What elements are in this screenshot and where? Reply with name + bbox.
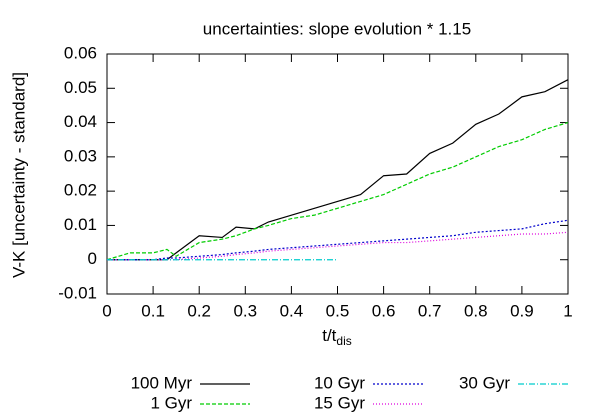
x-tick-label: 0.2 xyxy=(187,301,211,320)
y-tick-label: 0.06 xyxy=(64,43,97,62)
x-tick-label: 1 xyxy=(563,301,572,320)
legend-label: 100 Myr xyxy=(131,373,193,392)
x-tick-label: 0 xyxy=(102,301,111,320)
x-tick-label: 0.8 xyxy=(464,301,488,320)
x-tick-label: 0.9 xyxy=(510,301,534,320)
y-tick-label: 0.05 xyxy=(64,78,97,97)
series-line xyxy=(107,219,569,261)
y-tick-label: 0.02 xyxy=(64,181,97,200)
y-tick-label: 0 xyxy=(88,249,97,268)
x-tick-label: 0.4 xyxy=(280,301,304,320)
series-line xyxy=(107,79,569,261)
legend-label: 15 Gyr xyxy=(314,393,365,412)
legend-label: 30 Gyr xyxy=(459,373,510,392)
x-axis-label-sub: dis xyxy=(336,334,351,348)
legend-label: 1 Gyr xyxy=(150,393,192,412)
y-axis-label: V-K [uncertainty - standard] xyxy=(9,72,28,278)
y-tick-label: 0.04 xyxy=(64,112,97,131)
series-line xyxy=(106,121,569,261)
x-tick-label: 0.1 xyxy=(141,301,165,320)
legend-label: 10 Gyr xyxy=(314,373,365,392)
chart-title: uncertainties: slope evolution * 1.15 xyxy=(203,19,471,38)
x-axis-label-main: t/t xyxy=(322,326,336,345)
y-tick-label: 0.03 xyxy=(64,146,97,165)
x-tick-label: 0.7 xyxy=(418,301,442,320)
x-axis-label: t/tdis xyxy=(322,326,352,348)
y-tick-label: 0.01 xyxy=(64,215,97,234)
y-tick-label: -0.01 xyxy=(58,283,97,302)
x-tick-label: 0.5 xyxy=(326,301,350,320)
x-tick-label: 0.3 xyxy=(233,301,257,320)
x-tick-label: 0.6 xyxy=(372,301,396,320)
